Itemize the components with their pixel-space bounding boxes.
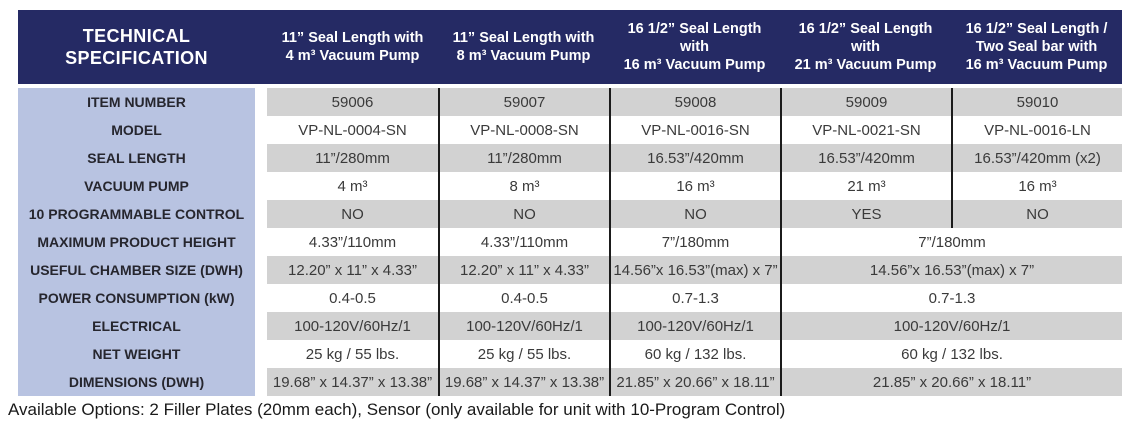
row-label: POWER CONSUMPTION (kW) [18,284,255,312]
spec-value-cell: 19.68” x 14.37” x 13.38” [438,368,609,396]
spec-value-cell: YES [780,200,951,228]
table-body: ITEM NUMBER 59006 59007 59008 59009 59010 MODE… [18,88,1122,396]
spec-value-cell: 16.53”/420mm (x2) [951,144,1122,172]
spec-value-cell: 25 kg / 55 lbs. [267,340,438,368]
spec-value-cell: 100-120V/60Hz/1 [267,312,438,340]
available-options-note: Available Options: 2 Filler Plates (20mm… [8,400,786,419]
spec-value-cell: 59009 [780,88,951,116]
spec-value-cell: 25 kg / 55 lbs. [438,340,609,368]
spec-value-cell: 0.7-1.3 [780,284,1122,312]
spec-value-cell: 100-120V/60Hz/1 [438,312,609,340]
spec-value-cell: 59007 [438,88,609,116]
row-label: USEFUL CHAMBER SIZE (DWH) [18,256,255,284]
column-header: 16 1/2” Seal Length with 21 m³ Vacuum Pu… [794,21,937,73]
spec-value-cell: VP-NL-0004-SN [267,116,438,144]
spec-value-cell: 14.56”x 16.53”(max) x 7” [780,256,1122,284]
spec-value-cell: 8 m³ [438,172,609,200]
column-header: 16 1/2” Seal Length / Two Seal bar with … [965,21,1108,73]
spec-value-cell: VP-NL-0016-SN [609,116,780,144]
row-label: DIMENSIONS (DWH) [18,368,255,396]
spec-value-cell: NO [609,200,780,228]
spec-value-cell: VP-NL-0021-SN [780,116,951,144]
spec-value-cell: 0.4-0.5 [267,284,438,312]
table-header: TECHNICAL SPECIFICATION 11” Seal Length … [18,10,1122,84]
spec-value-cell: NO [267,200,438,228]
spec-value-cell: 0.4-0.5 [438,284,609,312]
spec-value-cell: 7”/180mm [780,228,1122,256]
spec-value-cell: 12.20” x 11” x 4.33” [438,256,609,284]
column-header: 11” Seal Length with 4 m³ Vacuum Pump [281,30,424,64]
spec-value-cell: 21 m³ [780,172,951,200]
spec-value-cell: 21.85” x 20.66” x 18.11” [780,368,1122,396]
spec-value-cell: 59010 [951,88,1122,116]
spec-value-cell: 60 kg / 132 lbs. [780,340,1122,368]
spec-value-cell: 16 m³ [609,172,780,200]
spec-value-cell: 4.33”/110mm [267,228,438,256]
spec-value-cell: 16 m³ [951,172,1122,200]
spec-value-cell: 4.33”/110mm [438,228,609,256]
spec-value-cell: 59006 [267,88,438,116]
technical-specification-table: TECHNICAL SPECIFICATION 11” Seal Length … [18,10,1122,396]
spec-value-cell: 21.85” x 20.66” x 18.11” [609,368,780,396]
spec-value-cell: NO [951,200,1122,228]
spec-value-cell: 16.53”/420mm [609,144,780,172]
spec-value-cell: 7”/180mm [609,228,780,256]
spec-value-cell: 0.7-1.3 [609,284,780,312]
row-label: NET WEIGHT [18,340,255,368]
spec-value-cell: 16.53”/420mm [780,144,951,172]
column-header: 11” Seal Length with 8 m³ Vacuum Pump [452,30,595,64]
spec-value-cell: 100-120V/60Hz/1 [609,312,780,340]
spec-value-cell: 59008 [609,88,780,116]
spec-value-cell: VP-NL-0008-SN [438,116,609,144]
row-label: 10 PROGRAMMABLE CONTROL [18,200,255,228]
spec-value-cell: 60 kg / 132 lbs. [609,340,780,368]
row-label: SEAL LENGTH [18,144,255,172]
spec-value-cell: 14.56”x 16.53”(max) x 7” [609,256,780,284]
column-header: 16 1/2” Seal Length with 16 m³ Vacuum Pu… [623,21,766,73]
spec-value-cell: 19.68” x 14.37” x 13.38” [267,368,438,396]
table-title: TECHNICAL SPECIFICATION [65,26,208,68]
spec-value-cell: NO [438,200,609,228]
spec-value-cell: 12.20” x 11” x 4.33” [267,256,438,284]
row-label: MODEL [18,116,255,144]
row-label: MAXIMUM PRODUCT HEIGHT [18,228,255,256]
spec-value-cell: VP-NL-0016-LN [951,116,1122,144]
row-label: VACUUM PUMP [18,172,255,200]
spec-value-cell: 11”/280mm [267,144,438,172]
spec-value-cell: 11”/280mm [438,144,609,172]
row-label: ELECTRICAL [18,312,255,340]
row-label: ITEM NUMBER [18,88,255,116]
spec-value-cell: 100-120V/60Hz/1 [780,312,1122,340]
spec-value-cell: 4 m³ [267,172,438,200]
